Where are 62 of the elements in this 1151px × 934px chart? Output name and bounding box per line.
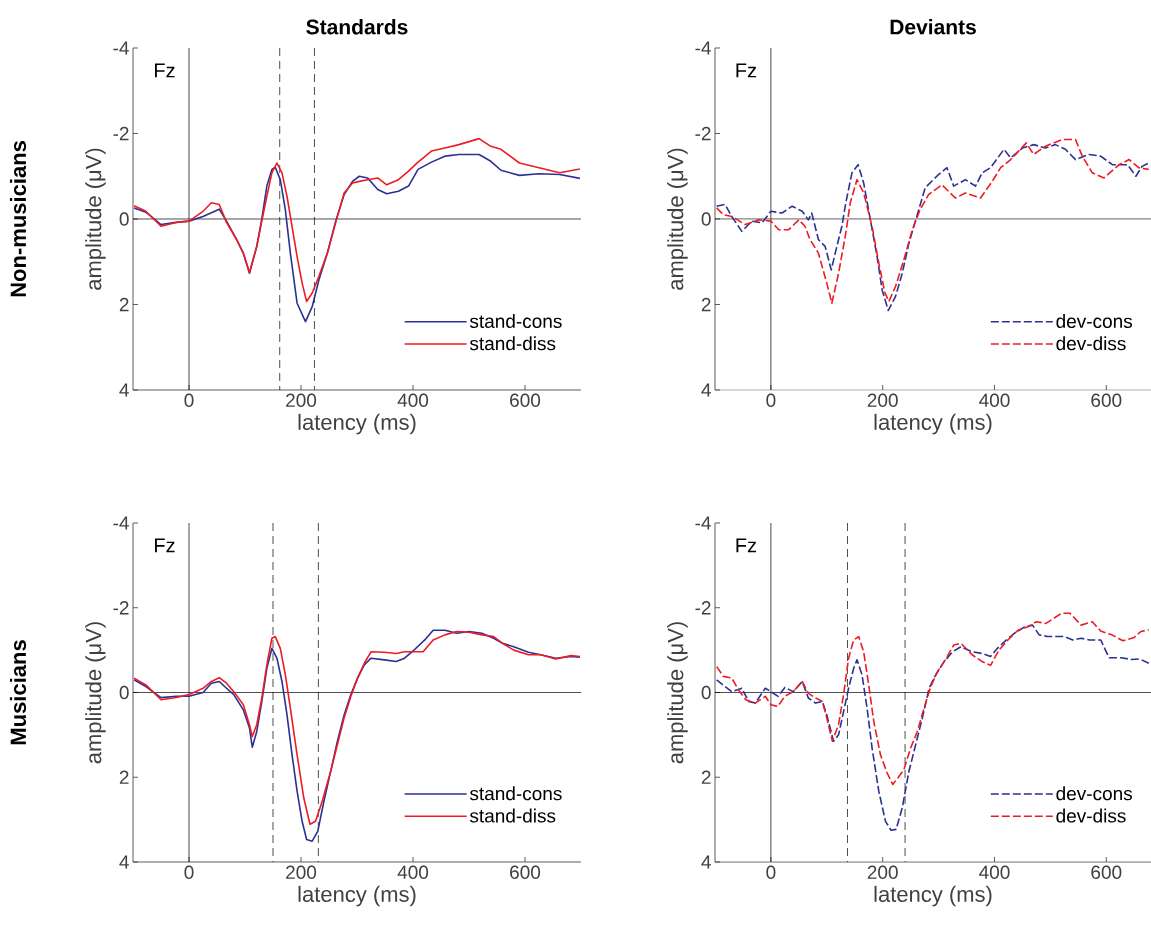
y-tick-label: 0	[119, 685, 129, 700]
x-tick-label: 0	[766, 393, 776, 407]
y-tick-label: 4	[119, 383, 129, 397]
y-tick-label: -2	[113, 126, 129, 141]
y-tick-label: -4	[695, 41, 711, 55]
x-axis-title: latency (ms)	[298, 885, 416, 907]
x-tick-label: 400	[397, 393, 429, 407]
legend-label: dev-cons	[1056, 786, 1133, 801]
x-tick-label: 600	[510, 393, 541, 407]
x-axis-title: latency (ms)	[298, 413, 416, 435]
y-tick-label: 2	[701, 297, 711, 312]
annotation: Fz	[736, 63, 757, 78]
y-tick-label: 0	[701, 212, 711, 226]
x-axis-title: latency (ms)	[874, 885, 992, 907]
x-tick-label: 400	[979, 865, 1010, 879]
y-tick-label: 4	[701, 855, 711, 869]
y-tick-label: 4	[119, 855, 129, 869]
text: Musicians	[9, 640, 27, 745]
y-tick-label: -2	[113, 601, 129, 615]
x-tick-label: 600	[1091, 393, 1122, 407]
x-tick-label: 200	[867, 393, 898, 407]
y-tick-label: -2	[695, 601, 711, 615]
y-tick-label: -4	[113, 41, 129, 55]
legend-label: stand-diss	[469, 808, 556, 823]
legend-label: dev-diss	[1056, 808, 1126, 823]
x-tick-label: 200	[867, 865, 898, 879]
x-tick-label: 400	[979, 393, 1010, 407]
chart-title: Standards	[306, 19, 408, 35]
y-tick-label: 2	[119, 297, 129, 312]
line-series	[133, 137, 581, 303]
y-tick-label: 2	[701, 770, 711, 784]
annotation: Fz	[155, 63, 175, 78]
chart-title: Deviants	[890, 19, 976, 35]
x-axis-title: latency (ms)	[874, 413, 992, 435]
x-tick-label: 400	[397, 865, 429, 879]
legend-label: stand-cons	[469, 314, 562, 329]
y-tick-label: 2	[119, 770, 129, 784]
y-tick-label: -4	[113, 516, 129, 530]
y-axis-title: amplitude (μV)	[667, 148, 688, 290]
legend-label: dev-cons	[1056, 314, 1133, 329]
x-tick-label: 0	[766, 865, 776, 879]
x-tick-label: 0	[184, 393, 194, 407]
annotation: Fz	[736, 538, 757, 553]
legend-label: dev-diss	[1056, 336, 1126, 351]
y-axis-title: amplitude (μV)	[667, 622, 688, 764]
annotation: Fz	[155, 538, 175, 553]
text: Non-musicians	[9, 141, 27, 297]
line-series	[715, 612, 1150, 786]
x-tick-label: 0	[184, 865, 194, 879]
y-axis-title: amplitude (μV)	[85, 148, 106, 290]
y-tick-label: 4	[701, 383, 711, 397]
legend-label: stand-diss	[469, 336, 556, 351]
y-tick-label: 0	[701, 685, 711, 700]
x-tick-label: 600	[1091, 865, 1122, 879]
legend-label: stand-cons	[469, 786, 562, 801]
y-axis-title: amplitude (μV)	[85, 622, 106, 764]
x-tick-label: 200	[286, 865, 317, 879]
y-tick-label: 0	[119, 212, 129, 226]
x-tick-label: 600	[510, 865, 541, 879]
y-tick-label: -4	[695, 516, 711, 530]
x-tick-label: 200	[286, 393, 317, 407]
y-tick-label: -2	[695, 126, 711, 141]
